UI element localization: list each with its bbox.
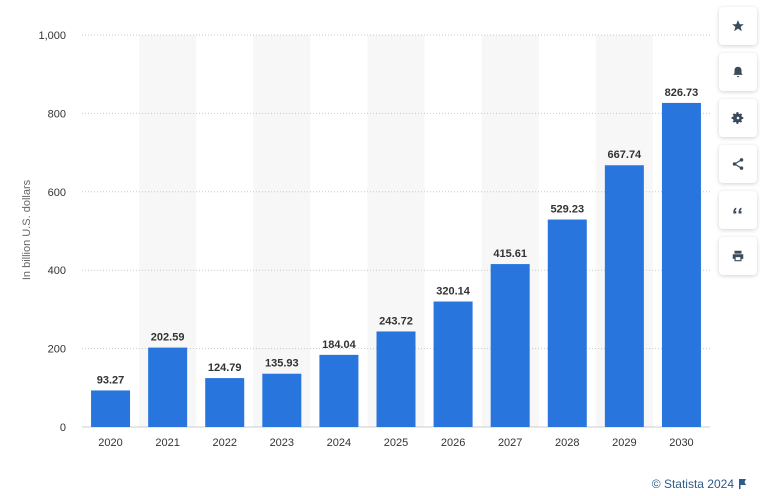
x-tick-label: 2028 — [555, 437, 579, 449]
data-label: 184.04 — [322, 339, 357, 351]
notification-button[interactable] — [719, 53, 757, 91]
y-tick-label: 800 — [48, 108, 66, 120]
bar[interactable] — [262, 373, 302, 427]
bar-chart: 0 200 400 600 800 1,000 In billion U.S. dolla… — [21, 30, 710, 449]
data-label: 124.79 — [208, 362, 242, 374]
x-tick-label: 2021 — [155, 437, 179, 449]
statista-credit[interactable]: © Statista 2024 — [652, 477, 748, 491]
x-tick-label: 2022 — [212, 437, 236, 449]
bar[interactable] — [91, 390, 131, 427]
x-tick-label: 2023 — [270, 437, 294, 449]
y-tick-label: 200 — [48, 344, 66, 356]
data-label: 667.74 — [608, 149, 643, 161]
bar[interactable] — [319, 354, 359, 427]
data-label: 93.27 — [97, 374, 125, 386]
x-tick-label: 2020 — [98, 437, 122, 449]
data-label: 320.14 — [436, 286, 471, 298]
bar[interactable] — [148, 347, 188, 427]
data-label: 243.72 — [379, 315, 413, 327]
y-axis-ticks: 0 200 400 600 800 1,000 — [38, 30, 66, 434]
toolbar — [719, 7, 760, 283]
x-tick-label: 2030 — [669, 437, 693, 449]
data-label: 135.93 — [265, 358, 299, 370]
bar[interactable] — [376, 331, 416, 427]
x-axis-ticks: 2020 2021 2022 2023 2024 2025 2026 2027 2028 2029… — [98, 437, 693, 449]
x-tick-label: 2026 — [441, 437, 465, 449]
printer-icon — [732, 250, 744, 262]
share-icon — [732, 158, 744, 170]
x-tick-label: 2027 — [498, 437, 522, 449]
star-icon — [732, 20, 744, 32]
background-band — [253, 35, 311, 427]
x-tick-label: 2025 — [384, 437, 408, 449]
print-button[interactable] — [719, 237, 757, 275]
bar[interactable] — [547, 219, 587, 427]
bar[interactable] — [433, 301, 473, 427]
y-tick-label: 400 — [48, 265, 66, 277]
gear-icon — [731, 112, 744, 124]
flag-icon — [739, 479, 746, 489]
y-tick-label: 1,000 — [38, 30, 66, 42]
y-axis-title: In billion U.S. dollars — [21, 179, 33, 280]
credit-text: © Statista 2024 — [651, 477, 734, 491]
quote-icon — [733, 207, 742, 214]
bar[interactable] — [661, 102, 701, 427]
favorite-button[interactable] — [719, 7, 757, 45]
x-tick-label: 2024 — [327, 437, 351, 449]
y-tick-label: 600 — [48, 187, 66, 199]
bar[interactable] — [604, 165, 644, 428]
cite-button[interactable] — [719, 191, 757, 229]
share-button[interactable] — [719, 145, 757, 183]
bar[interactable] — [490, 264, 530, 427]
bars: 93.27 202.59 124.79 135.93 184.04 243.72 320.1… — [91, 87, 701, 428]
data-label: 826.73 — [665, 87, 699, 99]
bar[interactable] — [205, 378, 245, 427]
data-label: 202.59 — [151, 332, 185, 344]
x-tick-label: 2029 — [612, 437, 636, 449]
settings-button[interactable] — [719, 99, 757, 137]
bell-icon — [733, 66, 743, 78]
data-label: 415.61 — [493, 248, 527, 260]
y-tick-label: 0 — [60, 422, 66, 434]
data-label: 529.23 — [550, 204, 584, 216]
